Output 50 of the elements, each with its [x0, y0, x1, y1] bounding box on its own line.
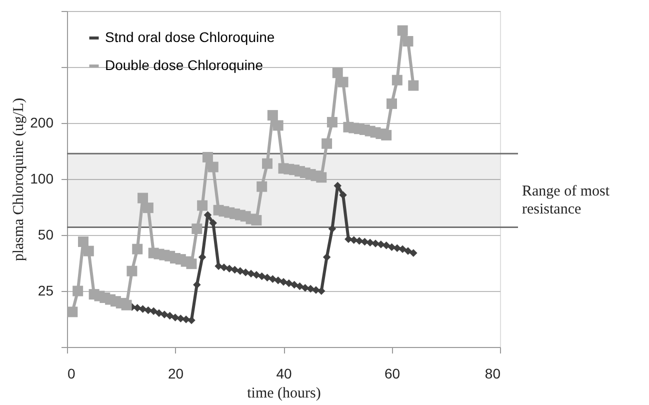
point — [268, 275, 277, 283]
point — [274, 276, 282, 284]
y-tick-label: 25 — [38, 282, 54, 298]
y-tick-label: 200 — [30, 114, 54, 130]
point — [398, 245, 406, 253]
point — [258, 272, 266, 280]
point — [404, 247, 412, 255]
point — [290, 280, 298, 289]
point — [155, 309, 163, 318]
point — [263, 274, 272, 282]
point — [171, 314, 180, 322]
point — [236, 267, 244, 275]
point — [382, 241, 390, 250]
y-axis-title: plasma Chloroquine (ug/L) — [11, 98, 28, 262]
x-tick-label: 20 — [168, 366, 184, 382]
legend-label: Stnd oral dose Chloroquine — [105, 29, 275, 45]
point — [322, 253, 331, 262]
x-tick-label: 0 — [68, 366, 76, 382]
legend-label: Double dose Chloroquine — [105, 57, 264, 73]
point — [355, 236, 364, 245]
x-tick-label: 40 — [276, 366, 292, 382]
point — [296, 282, 304, 290]
point — [252, 271, 260, 279]
point — [366, 238, 374, 246]
point — [214, 262, 222, 270]
point — [306, 284, 314, 293]
point — [377, 240, 385, 248]
y-tick-label: 50 — [38, 226, 54, 242]
point — [166, 312, 174, 320]
x-tick-label: 60 — [384, 366, 400, 382]
point — [339, 191, 347, 199]
band-label: Range of most resistance — [522, 183, 610, 218]
x-tick-label: 80 — [484, 366, 501, 382]
point — [318, 287, 326, 295]
point — [220, 263, 228, 272]
y-tick-label: 100 — [30, 170, 54, 186]
point — [226, 264, 234, 272]
point — [247, 270, 255, 278]
point — [328, 224, 336, 233]
point — [280, 278, 288, 286]
x-axis-title: time (hours) — [247, 386, 321, 402]
point — [150, 307, 158, 315]
point — [410, 249, 418, 257]
point — [393, 244, 402, 252]
point — [182, 315, 190, 324]
point — [209, 219, 218, 227]
point — [138, 305, 147, 313]
point — [242, 268, 250, 276]
point — [198, 253, 206, 262]
point — [301, 284, 310, 292]
